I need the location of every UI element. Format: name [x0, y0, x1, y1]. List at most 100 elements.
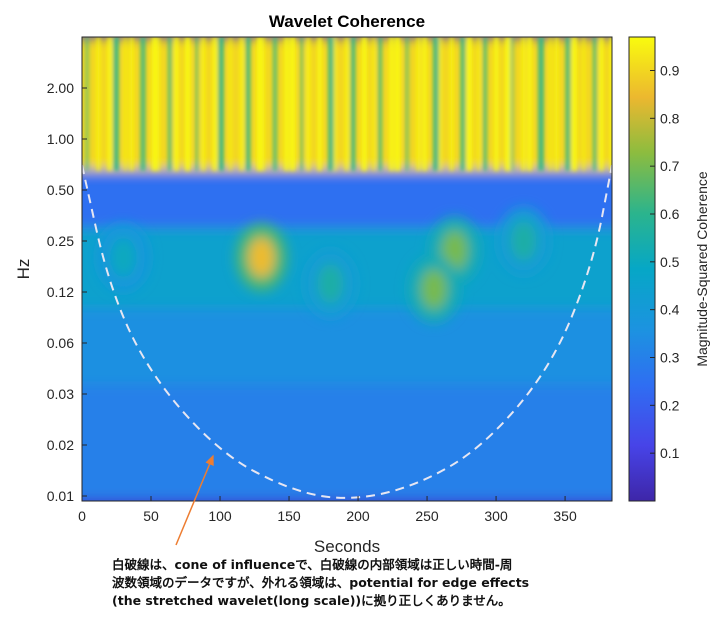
colorbar-tick-label: 0.5: [660, 254, 680, 270]
coherence-stripe: [433, 37, 439, 171]
coherence-stripe: [229, 37, 232, 171]
coherence-stripe: [566, 37, 570, 171]
coherence-stripe: [461, 37, 465, 171]
coherence-stripe: [345, 37, 349, 171]
y-axis-ticks: 2.00 1.00 0.50 0.25 0.12 0.06 0.03 0.02 0.01: [47, 80, 87, 504]
coherence-stripe: [246, 37, 250, 171]
x-tick-label: 0: [78, 508, 86, 524]
coherence-stripe: [521, 37, 525, 171]
y-axis-label: Hz: [14, 259, 33, 280]
coherence-stripe: [395, 37, 401, 171]
annotation-line-1: 白破線は、cone of influenceで、白破線の内部領域は正しい時間-周: [112, 557, 513, 572]
coherence-stripe: [262, 37, 265, 171]
colorbar: [628, 36, 656, 502]
x-tick-label: 100: [208, 508, 232, 524]
coherence-stripe: [416, 37, 420, 171]
annotation-arrow: [175, 454, 214, 546]
coherence-hotspot: [110, 237, 137, 278]
coherence-stripe: [301, 37, 303, 171]
annotation-line-2: 波数領域のデータですが、外れる領域は、potential for edge ef…: [112, 575, 530, 590]
coherence-stripe: [610, 37, 612, 171]
coherence-stripe: [483, 37, 487, 171]
coherence-stripe: [218, 37, 224, 171]
coherence-stripe: [439, 37, 442, 171]
coherence-stripe: [124, 37, 127, 171]
high-frequency-stripes: [86, 37, 612, 171]
coherence-stripe: [151, 37, 157, 171]
coherence-stripe: [582, 37, 585, 171]
coherence-hotspot: [248, 237, 275, 278]
colorbar-tick-label: 0.8: [660, 110, 680, 126]
coherence-stripe: [505, 37, 511, 171]
coherence-stripe: [157, 37, 160, 171]
coherence-stripe: [196, 37, 198, 171]
annotation-line-3: (the stretched wavelet(long scale))に拠り正し…: [112, 593, 511, 608]
coherence-stripe: [317, 37, 322, 171]
coherence-stripe: [240, 37, 244, 171]
cone-of-influence: [82, 165, 612, 499]
coherence-stripe: [494, 37, 499, 171]
x-tick-label: 150: [277, 508, 301, 524]
x-tick-label: 350: [553, 508, 577, 524]
coherence-stripe: [571, 37, 577, 171]
y-tick-label: 0.25: [47, 233, 74, 249]
colorbar-tick-label: 0.3: [660, 349, 680, 365]
coherence-stripe: [372, 37, 375, 171]
colorbar-ticks: 0.1 0.2 0.3 0.4 0.5 0.6 0.7 0.8 0.9: [650, 62, 680, 461]
chart-title: Wavelet Coherence: [269, 12, 425, 31]
coherence-hotspot: [441, 230, 468, 271]
coherence-band: [82, 308, 612, 386]
colorbar-tick-label: 0.6: [660, 206, 680, 222]
y-tick-label: 0.03: [47, 386, 74, 402]
coherence-stripe: [113, 37, 119, 171]
coherence-stripe: [212, 37, 217, 171]
coherence-stripe: [273, 37, 277, 171]
heatmap-area: [82, 37, 612, 501]
coherence-stripe: [538, 37, 544, 171]
colorbar-label: Magnitude-Squared Coherence: [694, 171, 710, 367]
coherence-stripe: [527, 37, 532, 171]
coherence-stripe: [185, 37, 191, 171]
x-tick-label: 50: [143, 508, 159, 524]
coherence-stripe: [141, 37, 145, 171]
coherence-hotspots: [97, 207, 550, 324]
coherence-stripe: [96, 37, 100, 171]
coherence-stripe: [466, 37, 472, 171]
colorbar-tick-label: 0.7: [660, 158, 680, 174]
coherence-band: [82, 385, 612, 501]
y-tick-label: 0.01: [47, 488, 74, 504]
coherence-stripe: [86, 37, 88, 171]
coherence-stripe: [406, 37, 408, 171]
colorbar-tick-label: 0.1: [660, 445, 680, 461]
colorbar-tick-label: 0.4: [660, 302, 680, 318]
coherence-stripe: [599, 37, 604, 171]
x-tick-label: 250: [415, 508, 439, 524]
coherence-band: [82, 170, 612, 228]
annotation-note: 白破線は、cone of influenceで、白破線の内部領域は正しい時間-周…: [112, 556, 672, 610]
coherence-stripe: [555, 37, 559, 171]
y-tick-label: 0.06: [47, 335, 74, 351]
coherence-stripe: [168, 37, 172, 171]
plot-frame: [81, 36, 613, 502]
coherence-stripe: [334, 37, 337, 171]
coherence-stripe: [450, 37, 454, 171]
coherence-stripe: [361, 37, 367, 171]
y-tick-label: 0.50: [47, 182, 74, 198]
coherence-stripe: [477, 37, 480, 171]
x-axis-label: Seconds: [314, 537, 380, 556]
coherence-stripe: [549, 37, 552, 171]
x-axis-ticks: 0 50 100 150 200 250 300 350: [78, 496, 577, 524]
coherence-stripe: [290, 37, 296, 171]
coherence-stripe: [107, 37, 112, 171]
coherence-stripe: [351, 37, 355, 171]
coherence-stripe: [389, 37, 394, 171]
coherence-stripe: [256, 37, 262, 171]
coherence-stripe: [306, 37, 310, 171]
coherence-stripe: [130, 37, 134, 171]
coherence-stripe: [174, 37, 179, 171]
coherence-hotspot: [420, 269, 447, 310]
coherence-stripe: [201, 37, 205, 171]
y-tick-label: 0.02: [47, 437, 74, 453]
y-tick-label: 1.00: [47, 131, 74, 147]
coherence-stripe: [422, 37, 427, 171]
